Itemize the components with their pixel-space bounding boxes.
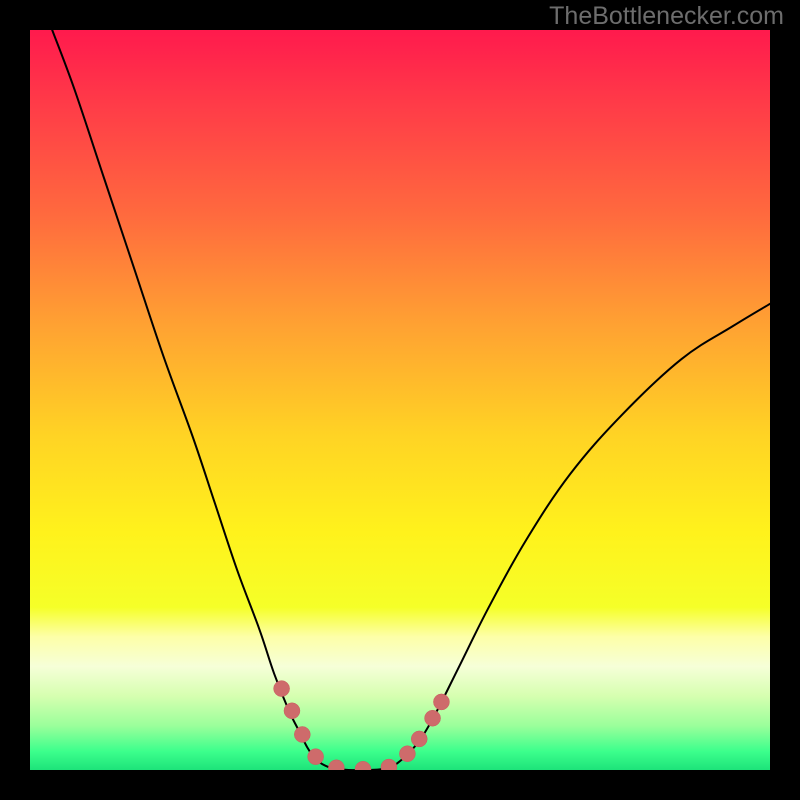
watermark-text: TheBottlenecker.com bbox=[549, 2, 784, 31]
stage: TheBottlenecker.com bbox=[0, 0, 800, 800]
marker-dot bbox=[399, 746, 415, 762]
marker-dot bbox=[294, 726, 310, 742]
marker-dot bbox=[425, 710, 441, 726]
marker-dot bbox=[433, 694, 449, 710]
marker-dot bbox=[308, 749, 324, 765]
marker-dot bbox=[274, 681, 290, 697]
marker-dot bbox=[411, 731, 427, 747]
bottleneck-chart bbox=[30, 30, 770, 770]
chart-svg bbox=[30, 30, 770, 770]
chart-background bbox=[30, 30, 770, 770]
marker-dot bbox=[284, 703, 300, 719]
